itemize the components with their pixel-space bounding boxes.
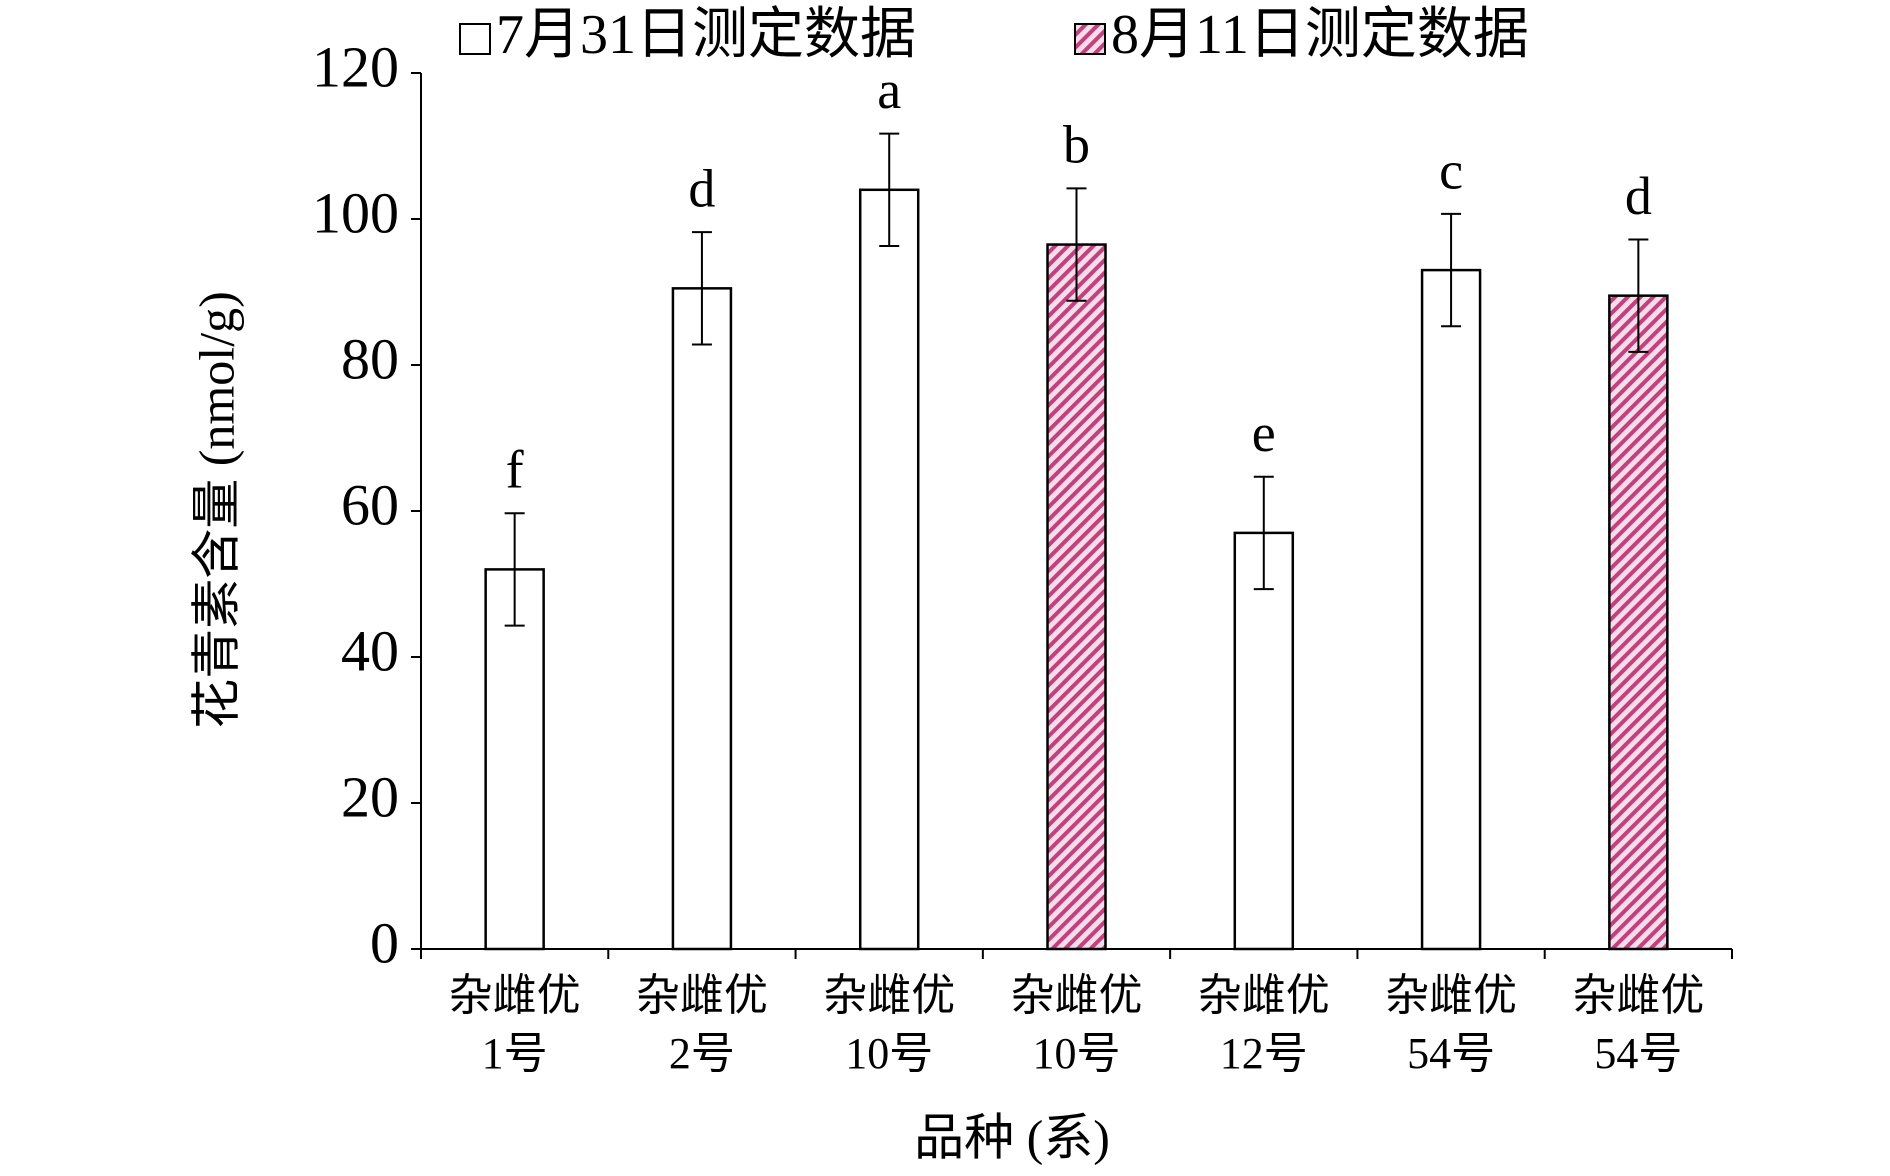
x-tick-label: 杂雌优 xyxy=(1011,971,1143,1020)
x-tick-label: 杂雌优 xyxy=(823,971,955,1020)
y-axis-label: 花青素含量 (nmol/g) xyxy=(188,291,244,728)
significance-letter: d xyxy=(688,159,715,219)
bar xyxy=(1233,531,1295,951)
significance-letter: a xyxy=(877,60,901,120)
significance-letter: d xyxy=(1625,166,1652,226)
x-tick-label: 10号 xyxy=(1033,1029,1121,1078)
y-tick-label: 60 xyxy=(341,472,399,537)
x-tick-label: 54号 xyxy=(1407,1029,1495,1078)
bar xyxy=(671,287,733,951)
legend-label: 8月11日测定数据 xyxy=(1111,4,1529,66)
x-tick-label: 杂雌优 xyxy=(449,971,581,1020)
x-tick-label: 1号 xyxy=(482,1029,548,1078)
bar xyxy=(1046,243,1107,951)
legend-swatch xyxy=(1074,23,1106,55)
y-tick-label: 120 xyxy=(312,34,399,99)
legend-swatch xyxy=(459,23,491,55)
x-tick-label: 杂雌优 xyxy=(1572,971,1704,1020)
bar xyxy=(484,568,545,951)
x-tick-label: 10号 xyxy=(845,1029,933,1078)
bar xyxy=(1608,294,1669,951)
x-tick-label: 杂雌优 xyxy=(1198,971,1330,1020)
x-axis-label: 品种 (系) xyxy=(914,1109,1110,1165)
y-tick-label: 0 xyxy=(370,910,399,975)
significance-letter: f xyxy=(506,440,524,500)
y-tick-label: 80 xyxy=(341,326,399,391)
significance-letter: e xyxy=(1252,403,1276,463)
legend-label: 7月31日测定数据 xyxy=(496,4,916,66)
x-tick-label: 杂雌优 xyxy=(636,971,768,1020)
bar xyxy=(1420,268,1482,951)
x-tick-label: 2号 xyxy=(669,1029,735,1078)
significance-letter: b xyxy=(1063,115,1090,175)
x-tick-label: 54号 xyxy=(1594,1029,1682,1078)
x-tick-label: 杂雌优 xyxy=(1385,971,1517,1020)
y-tick-label: 100 xyxy=(312,180,399,245)
bar xyxy=(858,188,920,951)
significance-letter: c xyxy=(1439,140,1463,200)
x-tick-label: 12号 xyxy=(1220,1029,1308,1078)
y-tick-label: 20 xyxy=(341,764,399,829)
y-tick-label: 40 xyxy=(341,618,399,683)
